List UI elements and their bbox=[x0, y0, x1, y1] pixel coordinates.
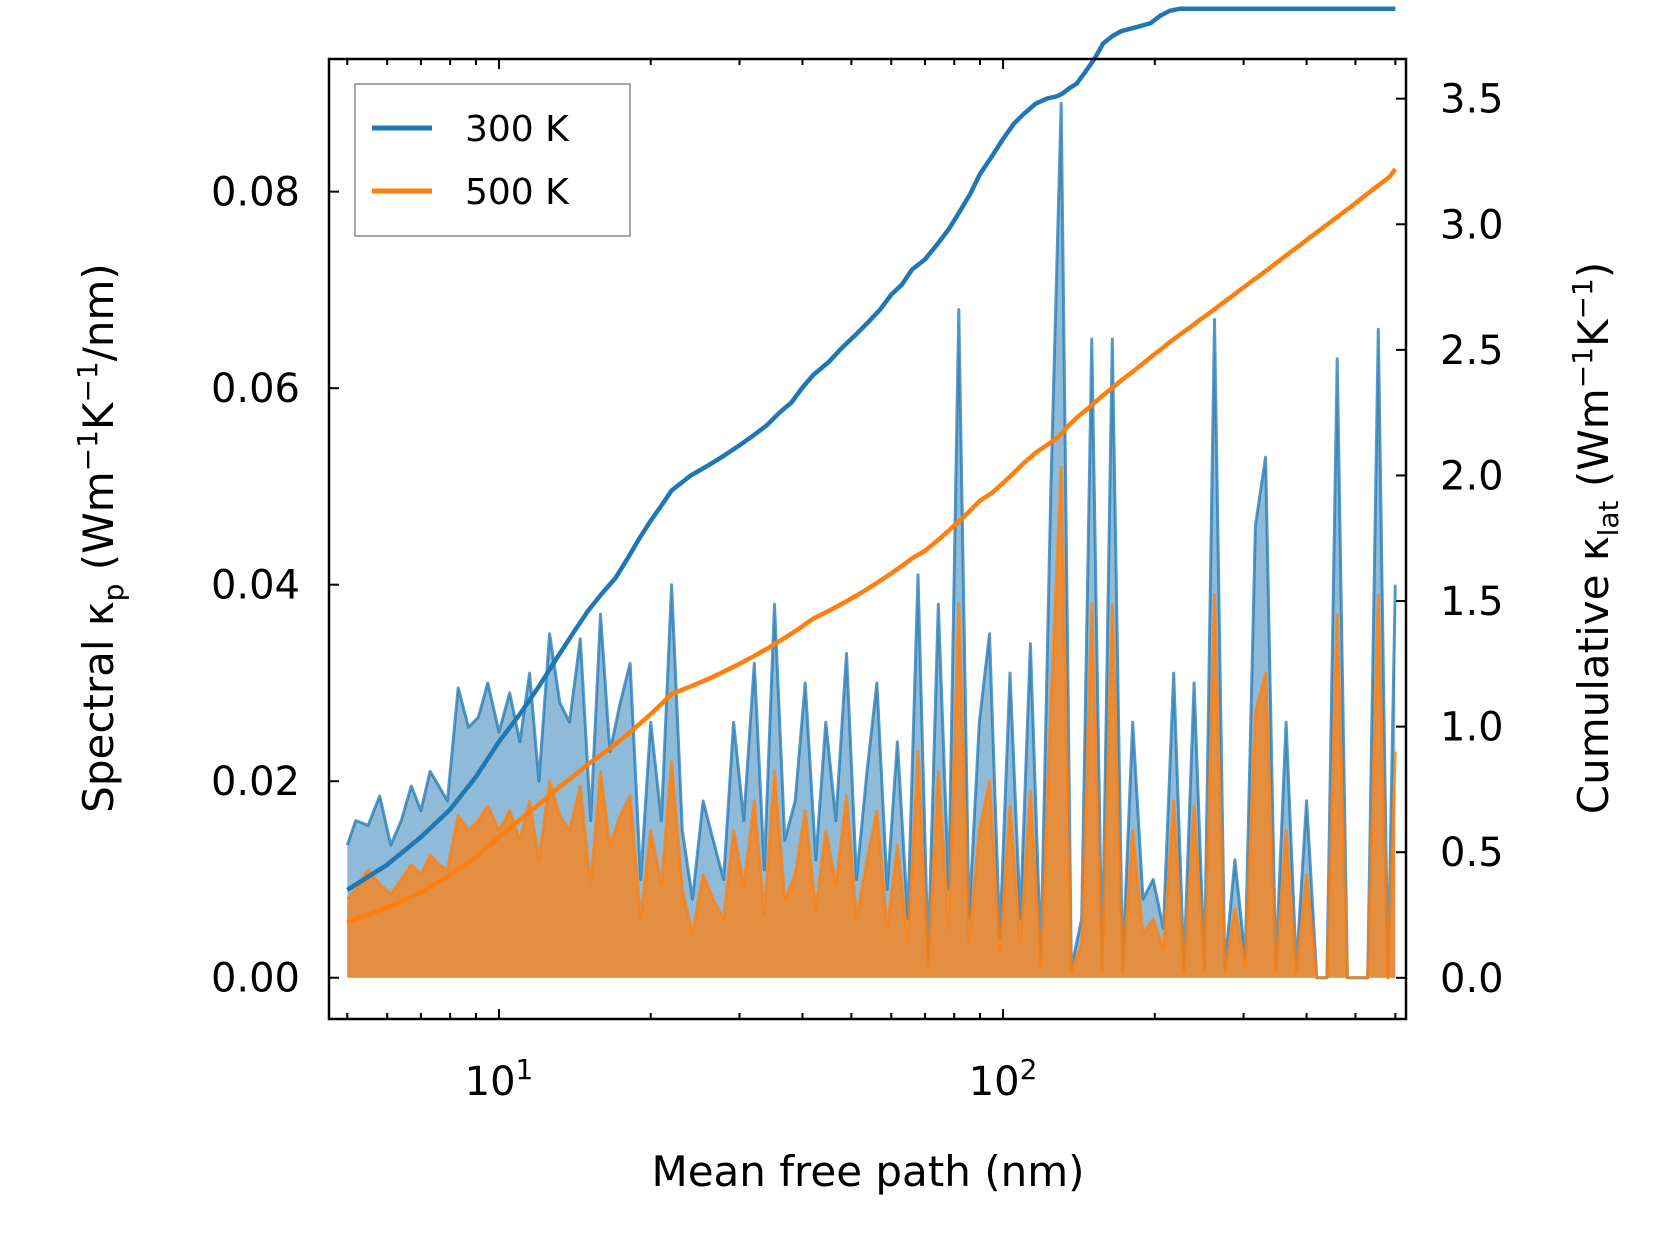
x-tick-label: 101 bbox=[465, 1053, 534, 1105]
spectral-area-300k bbox=[347, 103, 1396, 978]
y-right-tick-label: 3.5 bbox=[1440, 77, 1504, 123]
y-right-tick-label: 3.0 bbox=[1440, 202, 1504, 248]
y-left-title-exp1: −1 bbox=[71, 430, 104, 471]
y-left-tick-label: 0.02 bbox=[211, 759, 300, 805]
y-left-title-sub: p bbox=[97, 584, 130, 602]
y-right-tick-label: 1.0 bbox=[1440, 705, 1504, 751]
y-left-title-unit2: K bbox=[74, 401, 123, 430]
x-tick-label-base: 10 bbox=[465, 1059, 516, 1105]
y-right-tick-label: 0.5 bbox=[1440, 830, 1504, 876]
legend-label-500k: 500 K bbox=[465, 172, 570, 213]
plot-frame bbox=[327, 57, 1408, 1021]
y-right-title-exp1: −1 bbox=[1566, 347, 1599, 388]
y-left-title-text: Spectral κ bbox=[74, 601, 123, 813]
ticks: 0.00 0.02 0.04 0.06 0.08 0.0 0.5 1.0 1.5 2.0 2.5 3.… bbox=[211, 59, 1504, 1105]
y-right-title-unit3: ) bbox=[1569, 262, 1618, 278]
y-right-tick-label: 2.0 bbox=[1440, 453, 1504, 499]
x-tick-label-base: 10 bbox=[969, 1059, 1020, 1105]
x-axis-title: Mean free path (nm) bbox=[651, 1147, 1084, 1196]
y-right-title-exp2: −1 bbox=[1566, 278, 1599, 319]
cumulative-line-300k bbox=[346, 6, 1396, 892]
y-right-tick-label: 2.5 bbox=[1440, 328, 1504, 374]
y-left-title-exp2: −1 bbox=[71, 361, 104, 402]
y-left-tick-label: 0.04 bbox=[211, 563, 300, 609]
x-tick-label-exponent: 1 bbox=[516, 1053, 534, 1086]
y-left-title-unit: (Wm bbox=[74, 471, 123, 583]
legend-frame bbox=[354, 83, 631, 237]
legend: 300 K 500 K bbox=[354, 83, 631, 237]
y-right-title-sub: lat bbox=[1592, 500, 1625, 536]
legend-label-300k: 300 K bbox=[465, 109, 570, 150]
y-left-tick-label: 0.00 bbox=[211, 956, 300, 1002]
cumulative-line-500k bbox=[346, 167, 1398, 925]
y-right-title-text: Cumulative κ bbox=[1569, 536, 1618, 814]
y-left-title-unit3: /nm) bbox=[74, 263, 123, 361]
x-tick-label: 102 bbox=[969, 1053, 1038, 1105]
y-axis-title-right: Cumulative κlat (Wm−1K−1) bbox=[1566, 262, 1625, 814]
y-right-title-unit: (Wm bbox=[1569, 388, 1618, 500]
y-right-tick-label: 1.5 bbox=[1440, 579, 1504, 625]
y-left-tick-label: 0.08 bbox=[211, 170, 300, 216]
y-right-title-unit2: K bbox=[1569, 318, 1618, 347]
y-right-tick-label: 0.0 bbox=[1440, 956, 1504, 1002]
y-left-tick-label: 0.06 bbox=[211, 366, 300, 412]
spectral-line-500k bbox=[346, 465, 1397, 980]
plot-data bbox=[345, 6, 1398, 980]
x-tick-label-exponent: 2 bbox=[1020, 1053, 1038, 1086]
y-axis-title-left: Spectral κp (Wm−1K−1/nm) bbox=[71, 263, 130, 813]
